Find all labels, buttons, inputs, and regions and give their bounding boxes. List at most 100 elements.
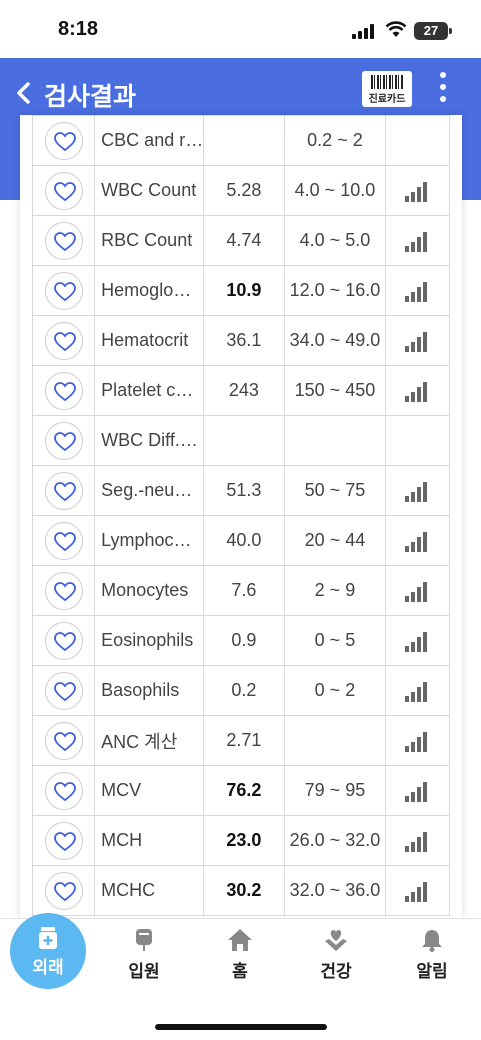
table-row[interactable]: Basophils 0.2 0 ~ 2 — [31, 665, 450, 716]
favorite-button[interactable] — [44, 371, 83, 410]
test-name: MCV — [94, 765, 205, 816]
table-row[interactable]: Seg.-neu… 51.3 50 ~ 75 — [31, 465, 450, 516]
heart-icon — [53, 881, 76, 901]
favorite-button[interactable] — [44, 621, 83, 660]
favorite-cell — [31, 115, 96, 166]
favorite-button[interactable] — [44, 771, 83, 810]
back-button[interactable] — [14, 78, 40, 108]
results-panel[interactable]: CBC and r… 0.2 ~ 2 WBC Count 5.28 4.0 ~ 10.0… — [20, 115, 462, 918]
trend-chart-icon[interactable] — [404, 830, 431, 852]
reference-range — [283, 715, 387, 766]
table-row[interactable]: Monocytes 7.6 2 ~ 9 — [31, 565, 450, 616]
patient-card-button[interactable]: 진료카드 — [362, 71, 412, 107]
table-row[interactable]: MCH 23.0 26.0 ~ 32.0 — [31, 815, 450, 866]
reference-range: 12.0 ~ 16.0 — [283, 265, 387, 316]
test-name: Eosinophils — [94, 615, 205, 666]
battery-icon: 27 — [414, 22, 452, 40]
trend-chart-icon[interactable] — [404, 280, 431, 302]
favorite-button[interactable] — [44, 871, 83, 910]
test-name: RBC Count — [94, 215, 205, 266]
favorite-button[interactable] — [44, 471, 83, 510]
favorite-button[interactable] — [44, 171, 83, 210]
favorite-button[interactable] — [44, 671, 83, 710]
test-name: Platelet c… — [94, 365, 205, 416]
tab-notifications[interactable]: 알림 — [392, 919, 472, 999]
tab-outpatient[interactable]: 외래 — [10, 913, 86, 989]
cellular-signal-icon — [352, 24, 376, 39]
chevron-left-icon — [17, 82, 30, 104]
test-value: 36.1 — [203, 315, 285, 366]
heart-icon — [53, 531, 76, 551]
trend-chart-icon[interactable] — [404, 230, 431, 252]
favorite-button[interactable] — [44, 821, 83, 860]
trend-chart-icon[interactable] — [404, 680, 431, 702]
bottom-tab-bar: 외래 입원 홈 건강 알림 — [0, 913, 481, 1040]
favorite-cell — [31, 665, 96, 716]
trend-cell — [385, 265, 450, 316]
trend-chart-icon[interactable] — [404, 630, 431, 652]
table-row[interactable]: CBC and r… 0.2 ~ 2 — [31, 115, 450, 166]
table-row[interactable]: RBC Count 4.74 4.0 ~ 5.0 — [31, 215, 450, 266]
tab-label: 건강 — [320, 962, 352, 981]
favorite-button[interactable] — [44, 571, 83, 610]
favorite-cell — [31, 515, 96, 566]
table-row[interactable]: MCHC 30.2 32.0 ~ 36.0 — [31, 865, 450, 916]
trend-cell — [385, 665, 450, 716]
favorite-button[interactable] — [44, 321, 83, 360]
favorite-cell — [31, 265, 96, 316]
reference-range: 0.2 ~ 2 — [283, 115, 387, 166]
home-icon — [227, 927, 253, 953]
table-row[interactable]: Hematocrit 36.1 34.0 ~ 49.0 — [31, 315, 450, 366]
trend-chart-icon[interactable] — [404, 880, 431, 902]
test-value: 243 — [203, 365, 285, 416]
tab-inpatient[interactable]: 입원 — [104, 919, 184, 999]
favorite-button[interactable] — [44, 521, 83, 560]
more-options-button[interactable] — [437, 72, 449, 106]
test-value: 2.71 — [203, 715, 285, 766]
table-row[interactable]: WBC Count 5.28 4.0 ~ 10.0 — [31, 165, 450, 216]
trend-chart-icon[interactable] — [404, 330, 431, 352]
favorite-cell — [31, 815, 96, 866]
test-value: 0.9 — [203, 615, 285, 666]
trend-cell — [385, 165, 450, 216]
trend-chart-icon[interactable] — [404, 480, 431, 502]
trend-chart-icon[interactable] — [404, 380, 431, 402]
table-row[interactable]: Platelet c… 243 150 ~ 450 — [31, 365, 450, 416]
home-indicator — [155, 1024, 327, 1030]
test-value: 10.9 — [203, 265, 285, 316]
trend-chart-icon[interactable] — [404, 530, 431, 552]
favorite-button[interactable] — [44, 121, 83, 160]
favorite-cell — [31, 615, 96, 666]
tab-health[interactable]: 건강 — [296, 919, 376, 999]
reference-range: 20 ~ 44 — [283, 515, 387, 566]
test-value: 23.0 — [203, 815, 285, 866]
test-name: WBC Diff.… — [94, 415, 205, 466]
trend-chart-icon[interactable] — [404, 580, 431, 602]
favorite-button[interactable] — [44, 221, 83, 260]
test-name: Monocytes — [94, 565, 205, 616]
trend-chart-icon[interactable] — [404, 180, 431, 202]
trend-cell — [385, 115, 450, 166]
table-row[interactable]: MCV 76.2 79 ~ 95 — [31, 765, 450, 816]
table-row[interactable]: WBC Diff.… — [31, 415, 450, 466]
heart-icon — [53, 831, 76, 851]
favorite-button[interactable] — [44, 421, 83, 460]
trend-chart-icon[interactable] — [404, 780, 431, 802]
table-row[interactable]: Lymphoc… 40.0 20 ~ 44 — [31, 515, 450, 566]
reference-range: 34.0 ~ 49.0 — [283, 315, 387, 366]
table-row[interactable]: Hemoglo… 10.9 12.0 ~ 16.0 — [31, 265, 450, 316]
reference-range: 0 ~ 2 — [283, 665, 387, 716]
favorite-button[interactable] — [44, 721, 83, 760]
tab-home[interactable]: 홈 — [200, 919, 280, 999]
table-row[interactable]: Eosinophils 0.9 0 ~ 5 — [31, 615, 450, 666]
favorite-cell — [31, 315, 96, 366]
heart-icon — [53, 331, 76, 351]
favorite-cell — [31, 865, 96, 916]
test-value: 7.6 — [203, 565, 285, 616]
favorite-button[interactable] — [44, 271, 83, 310]
test-value — [203, 415, 285, 466]
test-name: MCHC — [94, 865, 205, 916]
table-row[interactable]: ANC 계산 2.71 — [31, 715, 450, 766]
favorite-cell — [31, 415, 96, 466]
trend-chart-icon[interactable] — [404, 730, 431, 752]
